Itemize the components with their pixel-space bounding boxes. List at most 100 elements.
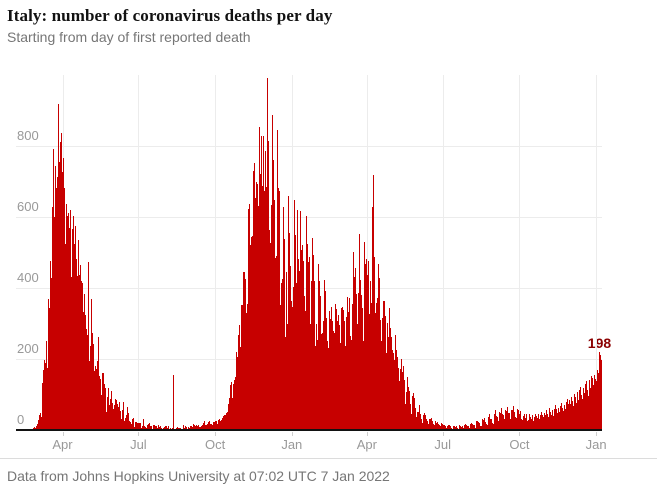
bar — [559, 411, 561, 430]
bar — [597, 372, 599, 430]
bar — [372, 175, 374, 430]
bar — [476, 420, 477, 430]
bar — [35, 425, 37, 430]
bar — [320, 296, 321, 430]
bar — [390, 327, 391, 430]
bar — [506, 406, 508, 430]
bar — [226, 411, 228, 430]
bar — [592, 385, 594, 430]
bar — [152, 425, 154, 430]
bar — [548, 412, 550, 430]
bar — [421, 422, 423, 430]
bar — [310, 280, 312, 430]
bar — [328, 338, 330, 430]
bar — [394, 359, 395, 430]
bar — [561, 403, 562, 430]
bar — [400, 369, 401, 430]
bar — [213, 421, 215, 430]
bar — [75, 225, 76, 430]
bar — [454, 426, 455, 430]
bar — [200, 427, 201, 430]
bar — [583, 396, 585, 430]
bar — [442, 425, 444, 430]
bar — [85, 315, 86, 430]
bar — [89, 360, 90, 430]
bar — [532, 421, 534, 430]
bar — [183, 425, 185, 430]
bar — [564, 412, 566, 430]
bar — [492, 423, 494, 430]
bar — [197, 425, 199, 430]
bar — [450, 426, 451, 430]
bar — [453, 425, 455, 430]
x-gridline — [138, 75, 140, 430]
bar — [361, 307, 363, 430]
bar — [327, 347, 329, 430]
bar — [357, 292, 359, 430]
bar — [311, 237, 313, 430]
bar — [398, 380, 400, 430]
bar — [369, 324, 370, 430]
bar — [38, 420, 39, 430]
bar — [381, 340, 382, 430]
bar — [49, 307, 50, 430]
bar — [493, 414, 495, 430]
bar — [124, 420, 125, 430]
bar — [399, 400, 400, 430]
bar — [351, 339, 352, 430]
bar — [212, 422, 214, 430]
bar — [280, 305, 281, 430]
bar — [411, 414, 412, 430]
bar — [578, 395, 580, 430]
bar — [261, 186, 263, 430]
bar — [232, 383, 234, 430]
bar — [74, 243, 75, 430]
bar — [554, 408, 556, 430]
bar — [461, 426, 462, 430]
bar — [520, 411, 521, 430]
bar — [410, 404, 411, 430]
bar — [56, 177, 58, 430]
bar — [491, 419, 492, 430]
bar — [416, 412, 418, 430]
bar — [171, 427, 173, 430]
x-gridline — [596, 75, 598, 430]
bar — [401, 358, 402, 430]
bar — [127, 417, 129, 430]
bar — [368, 314, 370, 430]
bar — [355, 267, 356, 430]
bar — [296, 209, 298, 430]
bar — [122, 402, 124, 430]
bar — [408, 390, 410, 430]
bar — [199, 426, 200, 430]
bar — [82, 337, 84, 430]
bar — [443, 425, 445, 430]
bar — [132, 417, 134, 430]
bar — [427, 424, 429, 430]
bar — [248, 208, 250, 430]
bar — [83, 311, 84, 430]
bar — [125, 417, 126, 430]
bar — [350, 336, 351, 430]
bar — [62, 160, 64, 430]
bar — [434, 425, 435, 430]
bar — [551, 414, 552, 430]
bar — [481, 426, 482, 430]
bar — [529, 414, 531, 430]
bar — [90, 346, 91, 430]
bar — [135, 422, 136, 430]
bar — [245, 312, 247, 430]
bar — [65, 204, 67, 430]
bar — [47, 299, 49, 430]
bar — [298, 301, 300, 430]
bar — [321, 332, 323, 430]
bar — [511, 410, 513, 430]
bar — [269, 229, 270, 430]
bar — [72, 216, 74, 430]
bar — [416, 416, 417, 430]
bar — [243, 279, 245, 430]
bar — [346, 296, 348, 430]
bar — [301, 244, 303, 430]
bar — [113, 410, 114, 430]
